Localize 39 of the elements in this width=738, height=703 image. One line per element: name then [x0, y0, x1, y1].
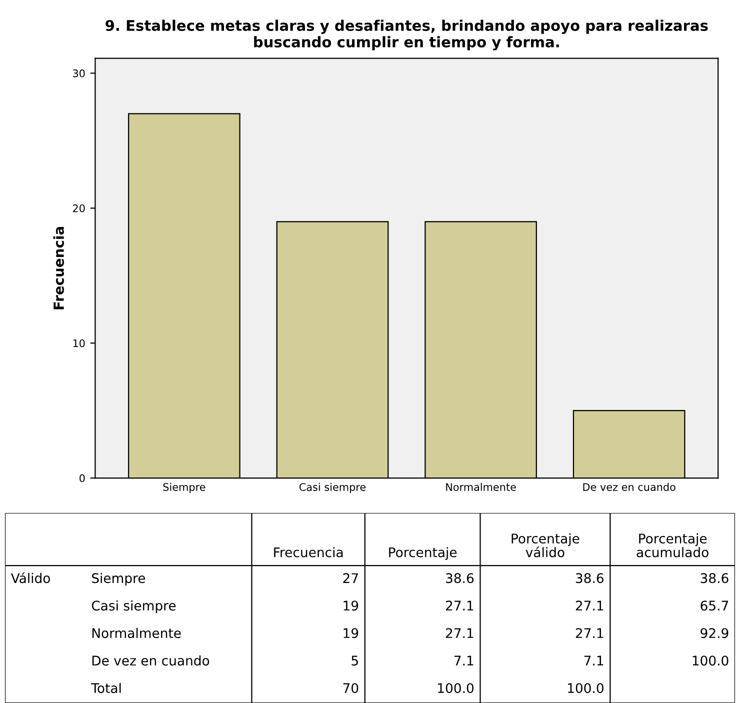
text: 70: [343, 683, 358, 694]
text: 5: [352, 656, 358, 666]
text: De vez en cuando: [92, 655, 210, 666]
text: Siempre: [92, 572, 146, 586]
text: 100.0: [692, 656, 728, 666]
text: 7.1: [584, 656, 604, 666]
text: 38.6: [446, 573, 474, 584]
text: Normalmente: [92, 628, 181, 638]
category-label: Porcentaje acumulado: [636, 533, 708, 558]
text: 27.1: [576, 628, 604, 638]
text: 38.6: [576, 573, 604, 584]
category-label: Porcentaje: [389, 547, 457, 560]
chart-title: 9. Establece metas claras y desafiantes, brindando apoyo para realizaras buscando cumplir en tiempo y forma.: [106, 20, 708, 50]
text: 92.9: [700, 628, 728, 638]
category-label: Frecuencia: [274, 547, 343, 558]
text: 27.1: [576, 600, 604, 610]
x-tick-label: De vez en cuando: [583, 482, 676, 491]
text: 27.1: [446, 628, 474, 638]
y-tick-label: 30: [73, 69, 85, 78]
y-tick-label: 10: [73, 339, 85, 348]
x-tick-label: Normalmente: [446, 482, 516, 491]
category-label: Porcentaje válido: [512, 533, 580, 558]
text: 27: [343, 573, 358, 583]
text: 19: [344, 600, 358, 611]
text: Casi siempre: [92, 600, 176, 614]
text: 65.7: [700, 600, 728, 611]
text: 100.0: [568, 683, 604, 694]
x-tick-label: Siempre: [163, 482, 206, 493]
text: Válido: [10, 572, 50, 584]
text: 38.6: [700, 573, 728, 584]
text: 27.1: [446, 600, 474, 610]
y-tick-label: 20: [72, 204, 85, 212]
y-tick-label: 0: [80, 474, 85, 482]
text: 7.1: [454, 656, 474, 666]
text: 100.0: [438, 683, 474, 694]
text: 19: [344, 628, 358, 638]
y-axis-title: Frecuencia: [53, 226, 64, 310]
x-tick-label: Casi siempre: [299, 482, 366, 493]
text: Total: [91, 682, 121, 694]
